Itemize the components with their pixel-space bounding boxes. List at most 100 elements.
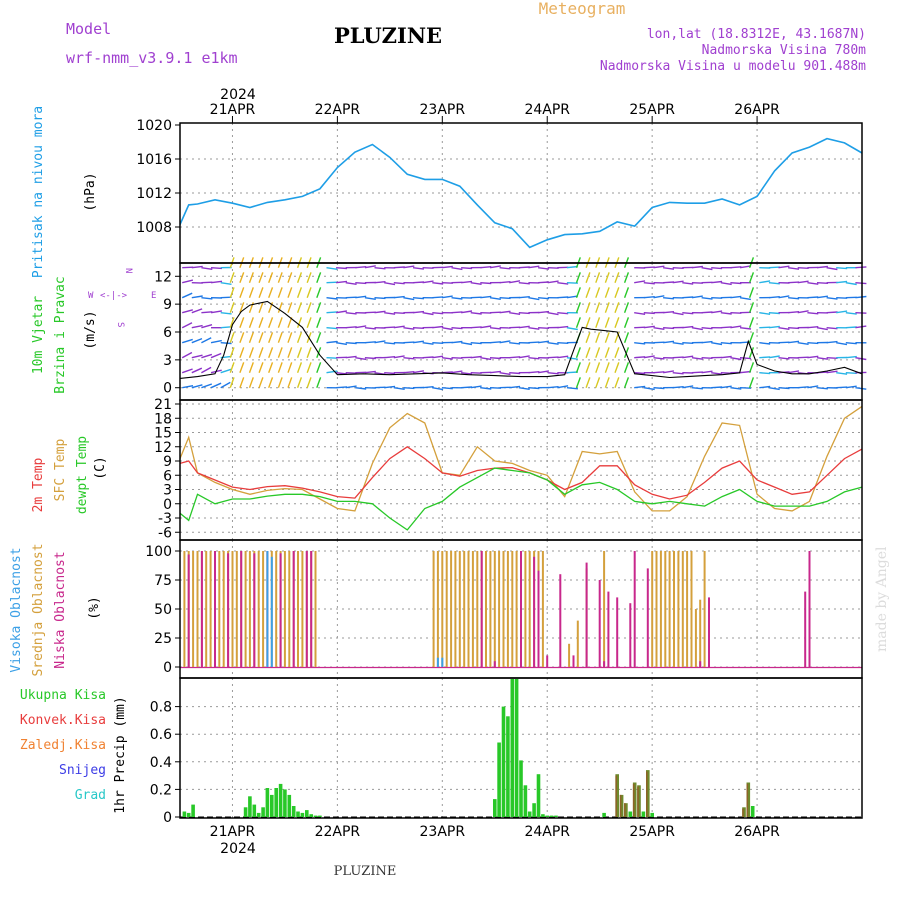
- wind-barb: [441, 387, 453, 390]
- wind-barb: [248, 362, 254, 373]
- wind-barb: [210, 280, 223, 284]
- temp-label-2: SFC Temp: [53, 439, 68, 502]
- precip-ytick-label: 0.6: [150, 727, 172, 743]
- cloud-bar: [283, 551, 286, 667]
- wind-barb: [499, 340, 511, 344]
- wind-barb: [816, 265, 828, 269]
- wind-barb: [691, 387, 703, 390]
- wind-barb: [181, 292, 193, 299]
- wind-barb: [277, 272, 283, 283]
- wind-barb: [807, 385, 819, 389]
- wind-barb: [403, 387, 415, 390]
- cloud-bar: [248, 551, 251, 667]
- precip-frame: [179, 677, 863, 819]
- wind-barb: [614, 302, 620, 313]
- precip-bar: [265, 788, 270, 817]
- wind-barb: [460, 342, 473, 346]
- wind-barb: [432, 342, 444, 344]
- wind-barb: [855, 295, 867, 299]
- cloud-bar: [572, 655, 575, 667]
- wind-barb: [181, 322, 193, 329]
- wind-barb: [663, 297, 675, 300]
- wind-barb: [451, 311, 463, 314]
- wind-barb: [682, 325, 694, 329]
- cloud-bar: [450, 551, 453, 667]
- wind-barb: [759, 372, 771, 375]
- wind-barb: [634, 372, 646, 375]
- wind-barb: [787, 370, 800, 374]
- wind-barb: [778, 295, 790, 299]
- wind-barb: [788, 327, 800, 330]
- wind-barb: [788, 281, 800, 284]
- wind-barb: [268, 377, 274, 388]
- elevation-text: Nadmorska Visina 780m: [702, 43, 867, 58]
- wind-barb: [403, 297, 415, 301]
- cloud-bar: [262, 551, 265, 667]
- day-label-top: 24APR: [524, 102, 570, 118]
- wind-barb: [296, 287, 303, 298]
- temp-ytick-label: 0: [163, 497, 172, 513]
- precip-bar: [191, 804, 195, 817]
- wind-barb: [595, 332, 601, 343]
- wind-barb: [461, 386, 473, 389]
- wind-ytick-label: 0: [163, 381, 172, 397]
- wind-barb: [432, 296, 444, 299]
- precip-bar: [619, 794, 624, 817]
- wind-barb: [845, 355, 857, 359]
- wind-barb: [470, 385, 482, 389]
- conv-precip-bar: [742, 808, 744, 817]
- cloud-bar: [209, 551, 212, 667]
- cloud-bar: [576, 620, 579, 667]
- precip-bar: [615, 774, 619, 817]
- precip-label-3: Zaledj.Kisa: [20, 738, 106, 753]
- wind-ytick-label: 6: [163, 325, 172, 341]
- wind-barb: [441, 265, 453, 269]
- wind-barb: [316, 362, 322, 373]
- wind-barb: [855, 312, 867, 314]
- wind-barb: [836, 310, 848, 314]
- precip-bar: [523, 785, 528, 817]
- model-name: wrf-nmm_v3.9.1 e1km: [66, 49, 238, 67]
- wind-label-1: 10m Vjetar: [31, 296, 46, 374]
- wind-barb: [355, 357, 367, 361]
- wind-barb: [807, 326, 819, 329]
- precip-bar: [650, 812, 654, 817]
- temp-ytick-label: -6: [158, 525, 172, 541]
- wind-barb: [604, 287, 610, 298]
- wind-barb: [470, 312, 482, 315]
- wind-unit: (m/s): [83, 310, 98, 349]
- precip-ytick-label: 0.8: [150, 700, 172, 716]
- wind-barb: [239, 377, 245, 388]
- wind-barb: [547, 267, 559, 269]
- wind-barb: [845, 326, 857, 329]
- wind-barb: [489, 387, 502, 389]
- precip-bar: [506, 716, 510, 817]
- wind-barb: [316, 332, 322, 343]
- wind-barb: [836, 342, 848, 346]
- cloud-bar: [633, 551, 636, 667]
- wind-barb: [191, 354, 203, 359]
- cloud-bar: [485, 551, 487, 667]
- wind-barb: [316, 317, 322, 328]
- wind-barb: [258, 287, 264, 298]
- wind-barb: [778, 357, 790, 360]
- precip-bar: [274, 788, 278, 817]
- cloud-bar: [183, 551, 186, 667]
- wind-barb: [739, 265, 752, 269]
- wind-barb: [306, 362, 312, 373]
- wind-barb: [691, 327, 703, 331]
- wind-barb: [258, 317, 264, 328]
- wind-barb: [691, 357, 703, 360]
- cloud-bar: [673, 551, 675, 667]
- wind-barb: [191, 265, 203, 269]
- wind-barb: [672, 356, 684, 359]
- wind-barb: [345, 342, 357, 345]
- precip-bar: [536, 774, 541, 817]
- wind-barb: [509, 356, 521, 359]
- temp-unit: (C): [93, 456, 108, 479]
- cloud-bar: [804, 591, 807, 667]
- wind-barb: [220, 326, 232, 329]
- wind-barb: [730, 387, 742, 390]
- wind-barb: [248, 317, 254, 328]
- wind-barb: [201, 337, 212, 344]
